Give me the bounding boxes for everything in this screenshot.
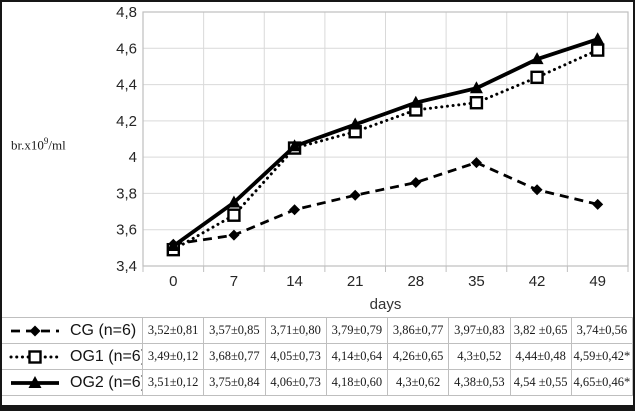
y-tick-label: 3,8 [116,185,137,202]
series-cg [167,157,604,250]
y-tick-label: 4,4 [116,77,137,94]
table-cell: 4,44±0,48 [510,344,572,370]
x-axis-title: days [369,296,402,313]
table-cell: 3,68±0,77 [204,344,266,370]
triangle-marker [28,375,42,388]
y-axis-title: br.x109/ml [11,136,66,153]
diamond-marker [349,189,361,201]
square-marker [590,43,605,57]
triangle-marker [530,52,544,65]
diamond-marker [228,229,240,241]
table-cell: 3,49±0,12 [143,344,205,370]
line-chart-plot: 4,8 4,6 4,4 4,2 4 3,8 3,6 3,4 0 7 14 21 28 35 42 49 [116,4,629,290]
y-tick-label: 3,6 [116,222,137,239]
legend-label: CG (n=6) [70,321,137,339]
y-tick-label: 4,6 [116,40,137,57]
triangle-marker [591,32,605,45]
square-marker [530,70,544,85]
x-tick-label: 49 [589,273,606,290]
table-cell: 3,71±0,80 [265,318,327,344]
diamond-marker [531,184,543,196]
series-og2 [166,32,605,252]
x-tick-label: 28 [407,273,424,290]
table-cell: 4,26±0,65 [388,344,450,370]
table-cell: 3,97±0,83 [449,318,511,344]
table-cell: 4,3±0,62 [388,370,450,396]
legend-label: OG1 (n=6) [70,347,143,365]
table-cell: 3,82 ±0,65 [510,318,572,344]
table-cell: 4,06±0,73 [265,370,327,396]
y-tick-label: 4,2 [116,113,137,130]
y-axis-title-superscript: 9 [43,136,49,146]
table-cell: 4,14±0,64 [326,344,388,370]
diamond-marker [470,157,482,169]
triangle-marker [409,95,423,108]
table-cell: 4,3±0,52 [449,344,511,370]
diamond-marker [592,198,604,210]
x-tick-label: 7 [230,273,238,290]
series-line [172,37,599,248]
triangle-marker [227,195,241,208]
table-cell: 4,65±0,46* [571,370,633,396]
diamond-marker [410,177,422,189]
y-axis-title-unit: /ml [48,137,66,153]
y-tick-label: 4 [129,149,137,166]
table-cell: 4,54 ±0,55 [510,370,572,396]
legend-cell-og2: OG2 (n=6) [2,370,143,396]
y-axis-title-text: br.x10 [11,137,44,153]
open-square-legend-icon [9,349,61,364]
x-tick-label: 21 [347,273,364,290]
data-table: CG (n=6) 3,52±0,81 3,57±0,85 3,71±0,80 3,79±… [2,317,633,396]
table-cell: 3,74±0,56 [571,318,633,344]
square-marker [227,208,241,222]
y-tick-labels: 4,8 4,6 4,4 4,2 4 3,8 3,6 3,4 [116,4,137,275]
table-cell: 4,18±0,60 [326,370,388,396]
square-marker [469,96,484,110]
triangle-marker [166,239,180,252]
x-tick-label: 0 [169,273,177,290]
x-tick-label: 35 [468,273,485,290]
table-cell: 3,86±0,77 [388,318,450,344]
table-cell: 4,38±0,53 [449,370,511,396]
y-tick-label: 4,8 [116,4,137,21]
triangle-marker [348,117,362,130]
triangle-marker [288,139,302,152]
gridlines [143,12,628,266]
diamond-legend-icon [11,325,59,336]
square-marker [28,349,42,364]
x-tick-label: 14 [286,273,303,290]
x-tick-label: 42 [529,273,546,290]
x-axis-ticks [142,266,629,272]
diamond-marker [29,325,41,336]
table-cell: 4,59±0,42* [571,344,633,370]
table-cell: 3,52±0,81 [143,318,205,344]
triangle-legend-icon [11,375,59,388]
legend-cell-cg: CG (n=6) [2,318,143,344]
table-cell: 3,51±0,12 [143,370,205,396]
table-cell: 3,57±0,85 [204,318,266,344]
y-tick-label: 3,4 [116,258,137,275]
triangle-marker [469,81,483,94]
series-line [171,48,600,252]
table-cell: 3,75±0,84 [204,370,266,396]
legend-label: OG2 (n=6) [70,373,143,391]
table-cell: 3,79±0,79 [326,318,388,344]
table-cell: 4,05±0,73 [265,344,327,370]
diamond-marker [289,204,301,216]
legend-cell-og1: OG1 (n=6) [2,344,143,370]
x-tick-labels: 0 7 14 21 28 35 42 49 [169,273,606,290]
